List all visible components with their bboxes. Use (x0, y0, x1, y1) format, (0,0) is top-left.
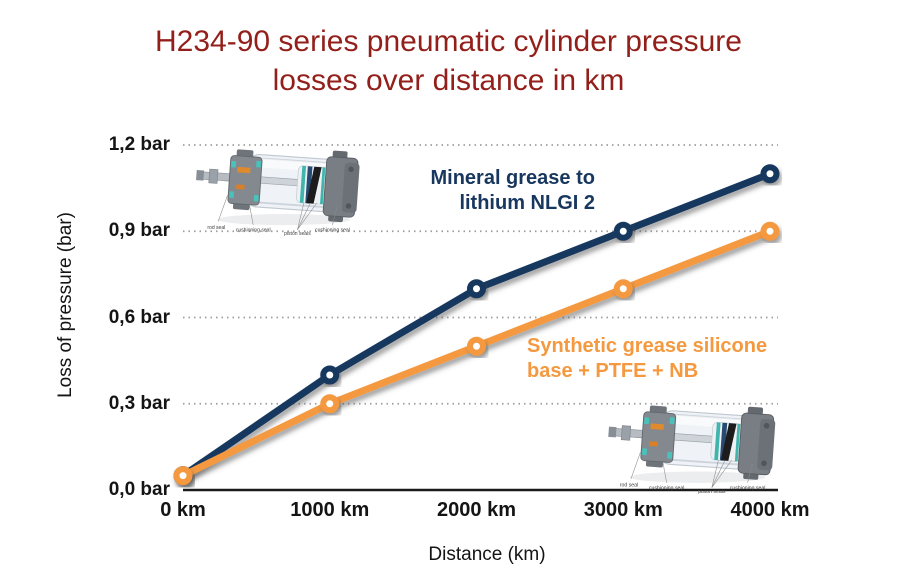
pneumatic-cylinder-illustration-top: rod seal cushioning seal piston seals cushi… (196, 149, 360, 237)
data-point-marker (467, 336, 486, 356)
y-tick-label: 0,6 bar (108, 306, 170, 328)
data-point-marker (613, 221, 633, 241)
cylinder-part-label: rod seal (620, 483, 638, 489)
pneumatic-cylinder-illustration-bottom: rod seal cushioning seal piston seals cushi… (608, 405, 776, 495)
cylinder-part-label: cushioning seal (236, 228, 271, 234)
y-tick-label: 0,0 bar (108, 479, 170, 500)
legend-synthetic-grease-line2: base + PTFE + NB (527, 360, 699, 382)
y-tick-label: 0,9 bar (108, 220, 170, 242)
x-tick-label: 2000 km (437, 499, 516, 521)
data-point-marker (320, 365, 340, 385)
data-point-marker (320, 394, 340, 414)
legend-mineral-grease-line2: lithium NLGI 2 (459, 192, 595, 214)
data-point-marker (613, 279, 633, 299)
legend-mineral-grease: Mineral grease to lithium NLGI 2 (345, 166, 595, 216)
data-point-marker (760, 221, 780, 241)
legend-synthetic-grease: Synthetic grease silicone base + PTFE + … (527, 334, 817, 384)
data-series (173, 164, 780, 486)
cylinder-part-label: piston seals (284, 231, 311, 237)
data-point-marker (467, 279, 486, 299)
x-axis-title: Distance (km) (428, 544, 546, 565)
legend-synthetic-grease-line1: Synthetic grease silicone (527, 335, 768, 357)
data-point-marker (760, 164, 780, 184)
cylinder-part-label: cushioning seal (649, 485, 685, 491)
x-tick-label: 0 km (160, 499, 206, 521)
x-tick-label: 4000 km (730, 499, 810, 521)
data-point-marker (173, 466, 193, 486)
page-title-line1: H234-90 series pneumatic cylinder pressu… (155, 25, 742, 58)
legend-mineral-grease-line1: Mineral grease to (430, 167, 595, 189)
page-title-line2: losses over distance in km (272, 64, 625, 97)
cylinder-part-label: cushioning seal (730, 485, 766, 491)
x-tick-label: 1000 km (290, 499, 370, 521)
y-tick-label: 1,2 bar (108, 134, 170, 155)
cylinder-part-label: piston seals (698, 489, 726, 495)
y-tick-label: 0,3 bar (108, 392, 170, 414)
x-tick-label: 3000 km (583, 499, 663, 521)
page-title: H234-90 series pneumatic cylinder pressu… (0, 22, 897, 100)
cylinder-part-label: rod seal (207, 225, 225, 231)
cylinder-part-label: cushioning seal (315, 228, 350, 234)
